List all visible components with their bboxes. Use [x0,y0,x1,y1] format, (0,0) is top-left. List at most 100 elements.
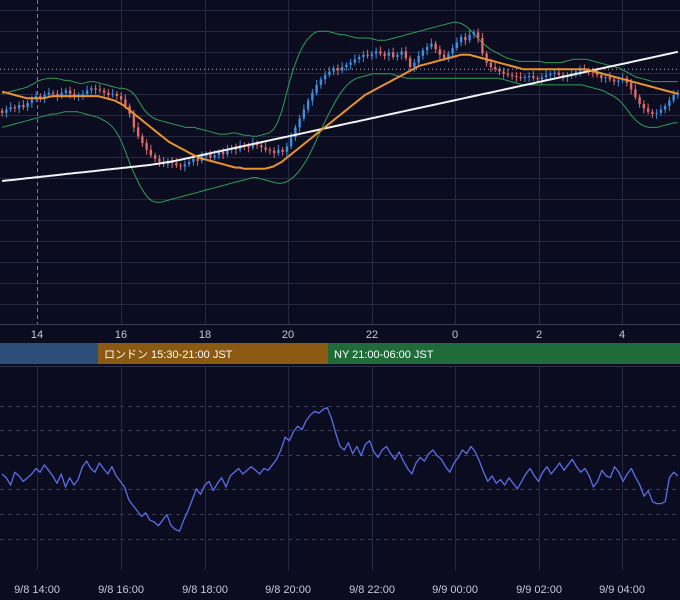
candle-body [408,58,412,68]
price-x-axis: 14 16 18 20 22 0 2 4 [31,329,625,341]
candle-body [659,109,663,113]
candle-body [56,93,59,97]
candle-body [357,56,361,60]
candle-body [655,112,658,114]
candle-body [498,69,501,72]
candle-body [489,62,493,68]
candle-body [383,53,386,56]
candle-body [30,99,34,103]
candle-body [294,127,297,138]
candle-body [247,146,250,148]
candle-body [353,59,357,63]
candle-body [311,92,314,101]
candle-body [5,109,8,113]
moving-average-slow-line [1,50,679,182]
oscillator-x-tick-label: 9/8 20:00 [265,584,311,596]
candle-body [277,149,280,154]
oscillator-x-axis: 9/8 14:00 9/8 16:00 9/8 18:00 9/8 20:00 9/8 … [14,584,645,596]
candle-body [217,151,221,156]
candle-body [459,36,463,43]
moving-average-fast-line [1,53,679,170]
candle-body [43,94,46,99]
price-x-tick-label: 22 [366,329,378,341]
candle-body [336,68,340,71]
candle-body [226,149,229,155]
price-x-tick-label: 14 [31,329,43,341]
candle-body [557,72,561,75]
oscillator-x-tick-label: 9/8 16:00 [98,584,144,596]
candle-body [26,102,29,108]
candle-body [481,37,484,54]
candle-body [98,89,102,91]
candle-body [0,110,4,113]
candle-body [651,111,654,114]
price-x-tick-label: 20 [282,329,294,341]
candle-body [175,163,178,166]
oscillator-x-tick-label: 9/8 22:00 [349,584,395,596]
candle-body [387,52,391,56]
candle-body [532,75,535,79]
candle-body [94,88,97,90]
oscillator-x-tick-label: 9/8 18:00 [182,584,228,596]
candle-body [153,155,157,159]
candle-body [553,72,556,74]
candle-body [158,158,161,162]
candle-body [672,94,675,101]
candle-body [115,93,119,97]
candle-body [646,108,650,112]
candle-body [13,107,17,109]
candle-body [396,54,399,57]
candle-body [39,96,42,99]
candle-body [472,32,476,35]
oscillator-plot [1,406,679,532]
candle-body [455,42,459,49]
session-label: NY 21:00-06:00 JST [334,349,434,361]
candle-body [145,143,148,150]
candle-body [476,32,480,38]
candle-body [421,50,425,56]
candle-body [281,149,284,152]
candle-body [404,51,408,59]
candle-body [60,92,63,97]
candle-body [260,145,263,148]
candle-body [17,105,21,109]
candle-body [132,113,136,128]
session-bar: ロンドン 15:30-21:00 JST NY 21:00-06:00 JST [0,343,680,364]
candle-body [22,105,25,108]
session-block [98,343,328,364]
candle-body [251,143,255,148]
candle-body [370,53,374,56]
candle-body [502,71,505,74]
oscillator-x-tick-label: 9/9 04:00 [599,584,645,596]
candle-body [634,89,637,98]
candle-body [306,100,310,110]
price-x-tick-label: 2 [536,329,542,341]
session-label: ロンドン 15:30-21:00 JST [104,349,233,361]
candle-body [323,74,327,80]
candle-body [85,90,89,94]
candle-body [668,100,671,107]
candle-body [430,43,433,47]
candle-body [663,106,667,110]
candle-body [285,146,289,152]
session-block [328,343,680,364]
candle-body [434,43,437,50]
candle-body [268,149,272,151]
price-grid [0,0,680,324]
candle-body [340,67,344,71]
candle-body [374,51,378,54]
candle-body [221,151,225,155]
candle-body [136,127,140,137]
candle-body [519,77,522,79]
candle-body [264,147,267,150]
session-block [0,343,98,364]
candle-body [51,92,55,94]
candle-body [612,79,616,82]
candle-body [179,165,182,167]
candle-body [47,92,51,95]
candle-body [149,149,153,156]
candle-body [192,158,195,162]
candle-body [9,107,12,110]
oscillator-x-tick-label: 9/9 00:00 [432,584,478,596]
